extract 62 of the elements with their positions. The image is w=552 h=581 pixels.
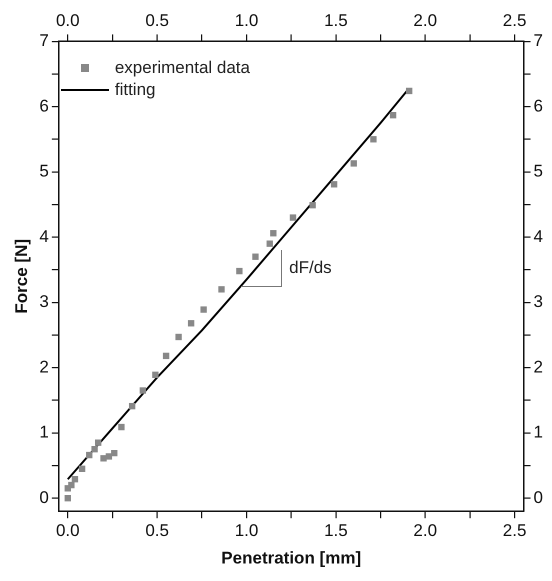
point (252, 254, 259, 260)
y2-tick-label: 7 (534, 31, 544, 50)
y2-tick-label: 5 (534, 162, 544, 181)
x-tick-label: 1.0 (234, 521, 258, 540)
point (68, 482, 75, 488)
x-tick-label: 2.0 (413, 521, 438, 540)
x-tick-label: 0.0 (56, 521, 80, 540)
y-tick-label: 5 (39, 162, 49, 181)
y2-tick-label: 4 (534, 226, 544, 246)
point (266, 240, 273, 247)
point (330, 181, 338, 188)
x-tick-label: 1.5 (324, 521, 348, 540)
point (111, 450, 118, 456)
point (94, 440, 102, 446)
y-tick-label: 7 (39, 31, 49, 50)
point (309, 202, 316, 208)
point (128, 402, 136, 410)
point (118, 424, 125, 430)
x-tick-label: 0.5 (145, 521, 169, 540)
point (406, 88, 412, 94)
legend-label: experimental data (114, 58, 250, 78)
point (390, 112, 396, 118)
y-tick-label: 2 (39, 357, 49, 376)
x-tick-label: 2.5 (502, 521, 526, 540)
x2-tick-label: 2.0 (413, 10, 438, 30)
x2-tick-label: 0.0 (56, 10, 80, 30)
x2-tick-label: 1.0 (234, 10, 258, 30)
y2-tick-label: 6 (534, 96, 544, 116)
point (370, 136, 377, 142)
y2-tick-label: 3 (534, 292, 544, 312)
point (64, 494, 71, 502)
point (218, 286, 225, 293)
point (188, 320, 194, 326)
x2-tick-label: 0.5 (145, 10, 169, 30)
point (290, 214, 296, 221)
legend-label: fitting (114, 80, 156, 100)
point (140, 387, 146, 394)
point (78, 466, 86, 472)
x2-tick-label: 2.5 (502, 10, 526, 30)
point (106, 453, 112, 460)
point (236, 268, 243, 274)
point (91, 446, 98, 452)
y2-tick-label: 1 (534, 422, 544, 442)
y2-tick-label: 0 (534, 488, 544, 507)
point (162, 352, 170, 360)
point (175, 334, 182, 340)
y-tick-label: 0 (39, 488, 49, 507)
point (72, 476, 78, 482)
point (200, 306, 207, 313)
point (86, 452, 92, 458)
x-axis-title: Penetration [mm] (221, 548, 362, 568)
y-tick-label: 6 (39, 96, 49, 116)
y-tick-label: 1 (39, 422, 49, 442)
y-axis-title: Force [N] (12, 238, 31, 314)
y2-tick-label: 2 (534, 357, 544, 376)
annotation: dF/ds (289, 258, 332, 277)
y-tick-label: 4 (39, 226, 49, 246)
x2-tick-label: 1.5 (324, 10, 348, 30)
point (152, 372, 159, 378)
point (270, 230, 277, 236)
point (350, 160, 357, 167)
y-tick-label: 3 (39, 292, 49, 312)
